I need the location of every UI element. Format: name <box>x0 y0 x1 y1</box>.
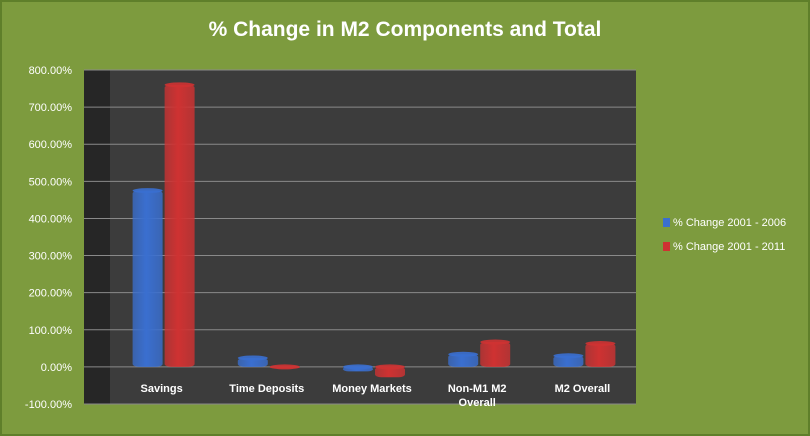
y-tick-label: 100.00% <box>29 325 73 337</box>
legend-label: % Change 2001 - 2011 <box>673 241 785 253</box>
plot-area <box>110 70 636 404</box>
bar-2001-2006 <box>237 357 268 367</box>
category-label: Non-M1 M2 <box>448 383 507 395</box>
bar-2001-2011 <box>375 366 405 378</box>
legend: % Change 2001 - 2006 % Change 2001 - 2011 <box>663 217 786 253</box>
category-label: Savings <box>141 383 183 395</box>
y-tick-label: -100.00% <box>25 399 72 411</box>
bar-2001-2011 <box>585 343 616 367</box>
bar-top <box>375 364 405 370</box>
bar-2001-2006 <box>553 355 584 367</box>
y-tick-label: 600.00% <box>29 139 73 151</box>
y-tick-label: 400.00% <box>29 213 73 225</box>
y-axis-tick-labels: -100.00% 0.00% 100.00% 200.00% 300.00% 400.00… <box>25 65 72 411</box>
bar-2001-2011 <box>164 84 195 367</box>
bar-top <box>448 351 479 357</box>
y-tick-label: 700.00% <box>29 102 73 114</box>
bar-top <box>585 341 616 347</box>
bar-top <box>237 355 268 361</box>
category-label: Overall <box>459 397 496 409</box>
bar-2001-2011 <box>480 342 511 367</box>
legend-swatch <box>663 242 670 251</box>
category-label: M2 Overall <box>555 383 611 395</box>
bar-top <box>164 82 195 88</box>
bar-top <box>269 364 300 370</box>
category-label: Money Markets <box>332 383 411 395</box>
category-label: Time Deposits <box>229 383 304 395</box>
y-tick-label: 800.00% <box>29 65 73 77</box>
bar-top <box>343 364 373 370</box>
plot-side-wall <box>84 70 110 404</box>
bar-top <box>480 339 511 345</box>
bars <box>132 82 616 378</box>
chart-title: % Change in M2 Components and Total <box>209 18 602 41</box>
bar-2001-2006 <box>132 190 163 367</box>
y-tick-label: 500.00% <box>29 176 73 188</box>
y-tick-label: 300.00% <box>29 251 73 263</box>
bar-top <box>553 353 584 359</box>
bar-top <box>132 188 163 194</box>
bar-2001-2006 <box>448 354 479 367</box>
legend-label: % Change 2001 - 2006 <box>673 217 786 229</box>
x-axis-category-labels: Savings Time Deposits Money Markets Non-M1 … <box>141 383 611 409</box>
legend-swatch <box>663 218 670 227</box>
y-tick-label: 0.00% <box>41 362 72 374</box>
y-tick-label: 200.00% <box>29 288 73 300</box>
